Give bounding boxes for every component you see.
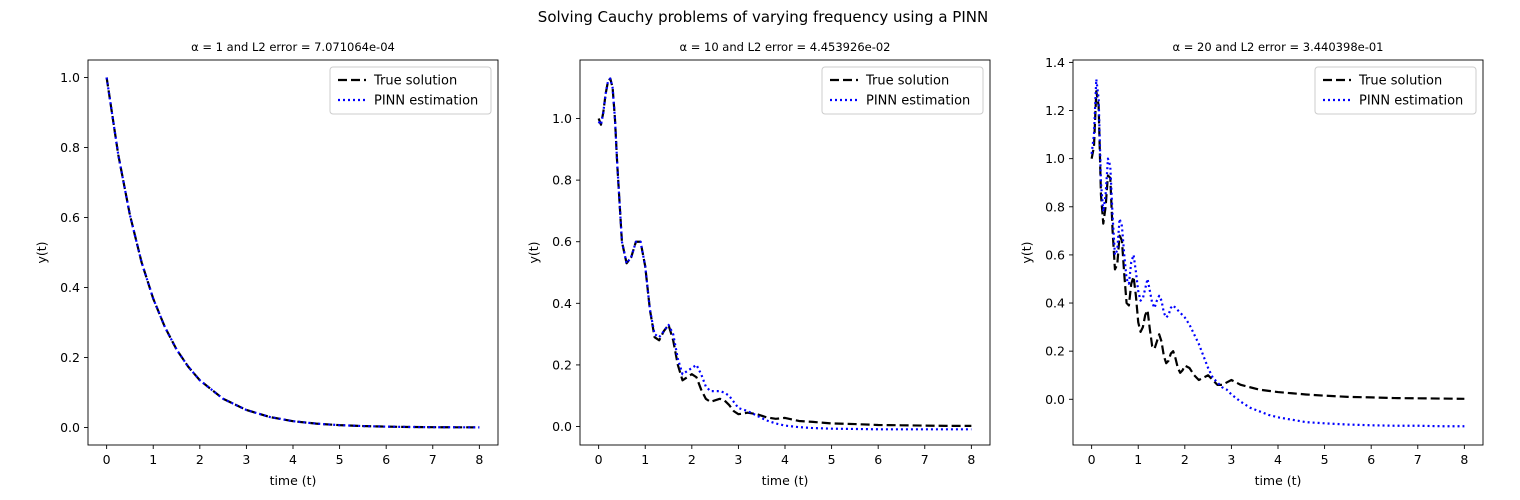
panel-title: α = 10 and L2 error = 4.453926e-02 <box>679 40 890 54</box>
y-tick-label: 1.0 <box>60 70 80 85</box>
y-tick-label: 0.8 <box>1045 199 1065 214</box>
x-tick-label: 1 <box>1134 452 1142 467</box>
chart-panel-2: α = 10 and L2 error = 4.453926e-02 0 1 2 3 4 5… <box>526 40 991 488</box>
x-tick-label: 1 <box>149 452 157 467</box>
legend-label: PINN estimation <box>866 94 970 109</box>
x-tick-label: 5 <box>1321 452 1329 467</box>
y-tick-label: 0.0 <box>552 419 572 434</box>
y-tick-label: 0.4 <box>552 296 572 311</box>
y-tick-label: 0.6 <box>552 234 572 249</box>
legend-label: True solution <box>865 74 949 89</box>
x-tick-label: 0 <box>1088 452 1096 467</box>
y-tick-label: 0.6 <box>60 210 80 225</box>
x-tick-label: 1 <box>641 452 649 467</box>
legend-label: PINN estimation <box>374 94 478 109</box>
y-axis-label: y(t) <box>526 241 541 263</box>
y-tick-label: 1.0 <box>1045 151 1065 166</box>
y-tick-label: 0.4 <box>60 280 80 295</box>
x-tick-label: 3 <box>242 452 250 467</box>
true-solution-line <box>1090 90 1465 400</box>
legend-box <box>329 66 492 115</box>
x-tick-label: 7 <box>1414 452 1422 467</box>
pinn-estimation-line <box>1090 78 1465 428</box>
y-axis-label: y(t) <box>34 241 49 263</box>
y-tick-label: 0.8 <box>60 140 80 155</box>
x-tick-label: 3 <box>734 452 742 467</box>
x-tick-label: 2 <box>688 452 696 467</box>
y-tick-label: 0.0 <box>60 420 80 435</box>
y-tick-label: 0.0 <box>1045 392 1065 407</box>
y-tick-label: 0.2 <box>60 350 80 365</box>
panel-title: α = 20 and L2 error = 3.440398e-01 <box>1172 40 1383 54</box>
y-tick-label: 0.4 <box>1045 296 1065 311</box>
y-tick-label: 0.6 <box>1045 247 1065 262</box>
figure-title: Solving Cauchy problems of varying frequ… <box>538 8 988 26</box>
y-tick-label: 0.2 <box>1045 344 1065 359</box>
x-tick-label: 0 <box>103 452 111 467</box>
legend: True solution PINN estimation <box>1314 66 1477 115</box>
y-tick-label: 1.2 <box>1045 103 1065 118</box>
legend-label: PINN estimation <box>1359 94 1463 109</box>
y-tick-label: 0.2 <box>552 357 572 372</box>
legend-box <box>1314 66 1477 115</box>
x-tick-label: 8 <box>967 452 975 467</box>
x-tick-label: 6 <box>1367 452 1375 467</box>
x-tick-label: 0 <box>595 452 603 467</box>
x-tick-label: 8 <box>475 452 483 467</box>
chart-panel-3: α = 20 and L2 error = 3.440398e-01 0 1 2 3 4 5… <box>1019 40 1484 488</box>
x-tick-label: 6 <box>382 452 390 467</box>
x-axis-label: time (t) <box>762 473 809 488</box>
x-tick-label: 2 <box>196 452 204 467</box>
legend-label: True solution <box>373 74 457 89</box>
y-tick-label: 1.4 <box>1045 55 1065 70</box>
legend: True solution PINN estimation <box>329 66 492 115</box>
x-tick-label: 4 <box>289 452 297 467</box>
x-tick-label: 2 <box>1181 452 1189 467</box>
x-tick-label: 7 <box>921 452 929 467</box>
pinn-estimation-line <box>105 77 480 429</box>
x-tick-label: 8 <box>1460 452 1468 467</box>
y-tick-label: 1.0 <box>552 111 572 126</box>
legend-label: True solution <box>1358 74 1442 89</box>
legend: True solution PINN estimation <box>821 66 984 115</box>
x-tick-label: 4 <box>1274 452 1282 467</box>
x-tick-label: 7 <box>429 452 437 467</box>
true-solution-line <box>597 77 972 427</box>
x-tick-label: 3 <box>1227 452 1235 467</box>
x-tick-label: 6 <box>874 452 882 467</box>
legend-box <box>821 66 984 115</box>
x-tick-label: 5 <box>828 452 836 467</box>
x-axis-label: time (t) <box>270 473 317 488</box>
chart-panel-1: α = 1 and L2 error = 7.071064e-04 0 1 2 3 4 5 6… <box>34 40 499 488</box>
panel-title: α = 1 and L2 error = 7.071064e-04 <box>191 40 395 54</box>
x-tick-label: 4 <box>781 452 789 467</box>
x-tick-label: 5 <box>336 452 344 467</box>
y-tick-label: 0.8 <box>552 173 572 188</box>
x-axis-label: time (t) <box>1255 473 1302 488</box>
y-axis-label: y(t) <box>1019 241 1034 263</box>
